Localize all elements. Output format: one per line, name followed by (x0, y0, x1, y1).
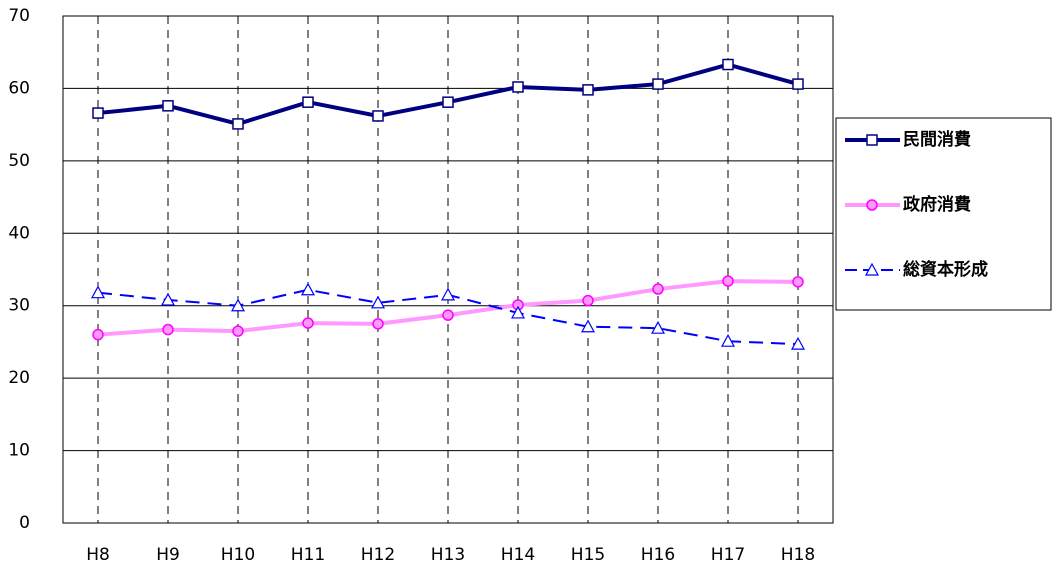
marker (92, 107, 104, 119)
marker (582, 294, 594, 307)
y-tick-label: 30 (8, 296, 30, 316)
marker (866, 199, 878, 211)
x-tick-label: H15 (571, 545, 605, 565)
marker (162, 323, 174, 336)
x-tick-label: H12 (361, 545, 395, 565)
legend-label: 民間消費 (903, 129, 971, 150)
marker (722, 275, 734, 287)
legend-label: 総資本形成 (903, 259, 988, 280)
legend-label: 政府消費 (903, 194, 971, 215)
marker (650, 320, 666, 334)
marker (302, 96, 314, 108)
marker (792, 276, 804, 288)
marker (790, 336, 806, 350)
y-tick-label: 70 (8, 6, 30, 26)
y-tick-label: 40 (8, 223, 30, 243)
y-tick-label: 50 (8, 151, 30, 171)
x-tick-label: H9 (156, 545, 180, 565)
marker (580, 319, 596, 333)
marker (232, 325, 244, 337)
x-tick-label: H16 (641, 545, 675, 565)
marker (302, 317, 314, 329)
y-tick-label: 0 (19, 513, 30, 533)
marker (372, 110, 384, 122)
marker (232, 118, 244, 130)
marker (510, 305, 526, 319)
y-tick-label: 10 (8, 441, 30, 461)
legend-box (835, 117, 1052, 311)
y-tick-label: 60 (8, 78, 30, 98)
marker (442, 96, 454, 108)
x-tick-label: H18 (781, 545, 815, 565)
marker (722, 58, 734, 71)
x-tick-label: H11 (291, 545, 325, 565)
marker (300, 282, 316, 296)
y-tick-label: 20 (8, 368, 30, 388)
marker (372, 318, 384, 330)
marker (792, 78, 804, 90)
marker (162, 100, 174, 112)
marker (92, 328, 104, 341)
marker (720, 333, 736, 347)
marker (160, 292, 176, 306)
marker (512, 81, 524, 93)
marker (440, 287, 456, 301)
x-tick-label: H17 (711, 545, 745, 565)
marker (582, 84, 594, 96)
marker (652, 283, 664, 295)
marker (442, 309, 454, 321)
marker (90, 285, 106, 299)
x-tick-label: H10 (221, 545, 255, 565)
x-tick-label: H14 (501, 545, 535, 565)
x-tick-label: H13 (431, 545, 465, 565)
plot-area (62, 15, 834, 524)
marker (864, 262, 880, 276)
x-tick-label: H8 (86, 545, 110, 565)
marker (652, 78, 664, 90)
marker (370, 295, 386, 309)
marker (866, 134, 878, 146)
marker (230, 298, 246, 312)
